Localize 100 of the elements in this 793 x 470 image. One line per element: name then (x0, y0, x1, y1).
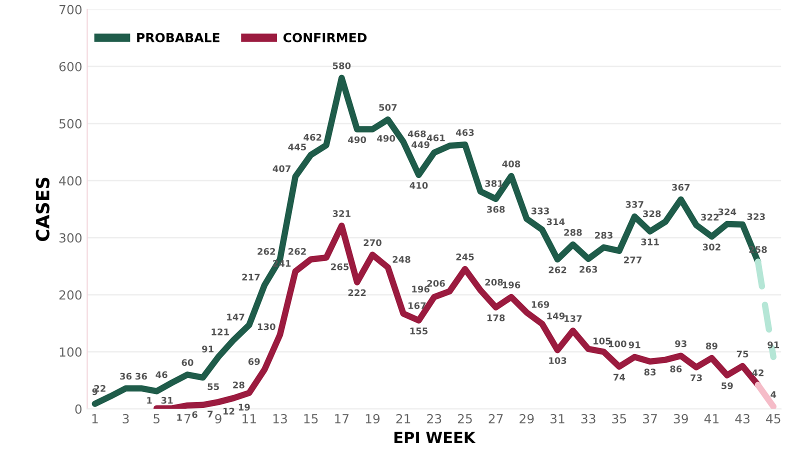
data-label: 19 (238, 404, 250, 411)
y-tick-label: 300 (59, 233, 82, 243)
x-tick-label: 17 (335, 414, 349, 424)
data-label: 445 (288, 144, 306, 150)
data-label: 69 (248, 358, 260, 365)
data-label: 155 (410, 328, 428, 334)
x-tick-label: 1 (92, 414, 98, 424)
x-tick-label: 5 (154, 414, 160, 424)
data-label: 196 (412, 286, 430, 293)
x-tick-label: 23 (427, 414, 442, 424)
data-label: 337 (626, 201, 644, 208)
x-tick-label: 21 (396, 414, 410, 424)
x-tick-label: 7 (184, 414, 190, 424)
data-label: 149 (547, 312, 565, 320)
data-label: 262 (548, 266, 566, 274)
y-axis-title: CASES (36, 178, 50, 242)
data-label: 73 (690, 374, 702, 382)
y-tick-label: 400 (59, 176, 82, 186)
data-label: 283 (595, 232, 612, 239)
data-label: 468 (408, 130, 426, 138)
data-label: 91 (768, 341, 780, 348)
data-label: 328 (643, 210, 661, 218)
y-tick-label: 700 (60, 4, 82, 14)
data-label: 130 (258, 323, 276, 330)
data-label: 55 (208, 383, 219, 390)
y-tick-label: 600 (59, 62, 82, 72)
x-tick-label: 35 (612, 414, 626, 424)
data-label: 263 (580, 266, 598, 273)
data-label: 270 (364, 239, 382, 246)
data-label: 449 (412, 141, 430, 148)
x-tick-label: 33 (581, 414, 596, 424)
data-label: 321 (332, 210, 350, 218)
data-label: 410 (410, 182, 428, 189)
data-label: 103 (549, 357, 566, 364)
data-label: 6 (192, 411, 198, 418)
data-label: 407 (272, 165, 291, 172)
x-tick-label: 29 (520, 414, 534, 424)
data-label: 169 (532, 301, 550, 308)
data-label: 324 (718, 208, 736, 216)
legend-label: CONFIRMED (283, 32, 367, 42)
x-tick-label: 3 (122, 414, 129, 424)
data-label: 59 (722, 382, 733, 390)
x-tick-label: 11 (242, 414, 256, 424)
x-tick-label: 25 (458, 414, 472, 424)
data-label: 208 (485, 278, 503, 286)
x-tick-label: 45 (766, 414, 780, 424)
x-tick-label: 37 (643, 414, 657, 424)
x-tick-label: 43 (735, 414, 750, 424)
data-label: 323 (747, 213, 765, 220)
data-label: 89 (706, 342, 718, 350)
data-label: 408 (502, 160, 520, 168)
data-label: 46 (156, 371, 168, 378)
data-label: 42 (752, 369, 764, 376)
data-label: 302 (702, 244, 720, 250)
data-label: 178 (487, 314, 505, 322)
x-tick-label: 39 (674, 414, 688, 424)
x-tick-label: 41 (704, 414, 719, 424)
data-label: 367 (672, 184, 690, 191)
y-tick-label: 100 (60, 347, 82, 357)
x-tick-label: 19 (366, 414, 380, 424)
data-label: 322 (701, 214, 719, 221)
data-label: 91 (628, 341, 640, 348)
data-label: 245 (456, 254, 474, 260)
data-label: 381 (485, 180, 503, 187)
data-label: 507 (379, 104, 397, 111)
data-label: 86 (670, 366, 682, 372)
data-label: 12 (223, 408, 234, 414)
data-label: 206 (427, 280, 445, 287)
x-tick-label: 31 (550, 414, 564, 424)
data-label: 75 (736, 350, 748, 358)
data-label: 31 (161, 396, 173, 404)
data-label: 91 (202, 346, 214, 352)
data-label: 217 (242, 274, 260, 280)
data-label: 333 (531, 207, 549, 214)
data-label: 580 (332, 62, 351, 70)
x-axis-title: EPI WEEK (394, 432, 476, 444)
data-label: 28 (233, 382, 244, 388)
data-label: 93 (675, 340, 686, 348)
data-label: 463 (456, 129, 474, 136)
data-label: 368 (487, 206, 505, 213)
x-tick-label: 27 (488, 414, 503, 424)
data-label: 461 (426, 134, 445, 142)
data-label: 462 (304, 134, 322, 141)
y-tick-label: 200 (59, 290, 82, 300)
legend-label: PROBABALE (137, 32, 220, 42)
data-label: 490 (348, 136, 366, 144)
data-label: 36 (120, 372, 132, 380)
data-label: 288 (564, 229, 582, 236)
data-label: 100 (608, 340, 626, 348)
data-label: 248 (392, 256, 410, 263)
data-label: 222 (348, 289, 366, 296)
data-label: 265 (331, 263, 349, 270)
data-label: 311 (641, 238, 659, 246)
data-label: 1 (147, 397, 152, 404)
data-label: 277 (624, 256, 642, 264)
data-label: 36 (136, 372, 147, 380)
data-label: 314 (546, 218, 565, 226)
data-label: 490 (377, 134, 396, 142)
data-label: 196 (502, 282, 520, 288)
data-label: 4 (770, 391, 776, 398)
